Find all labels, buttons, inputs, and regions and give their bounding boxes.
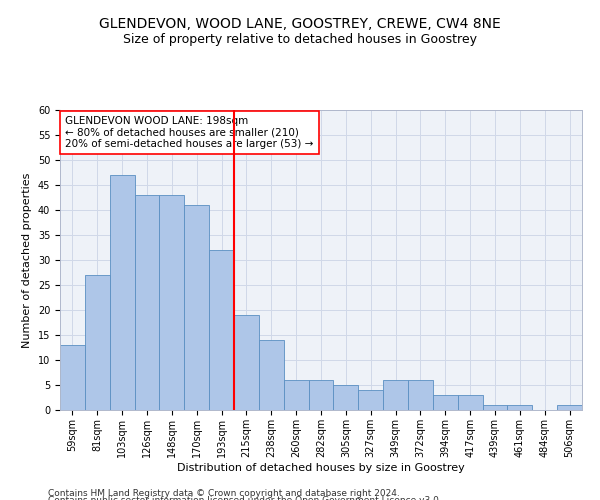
Bar: [433, 395, 458, 410]
Bar: [358, 390, 383, 410]
Text: Size of property relative to detached houses in Goostrey: Size of property relative to detached ho…: [123, 32, 477, 46]
Text: GLENDEVON WOOD LANE: 198sqm
← 80% of detached houses are smaller (210)
20% of se: GLENDEVON WOOD LANE: 198sqm ← 80% of det…: [65, 116, 314, 149]
Bar: [110, 175, 134, 410]
Text: Contains public sector information licensed under the Open Government Licence v3: Contains public sector information licen…: [48, 496, 442, 500]
Bar: [209, 250, 234, 410]
Bar: [60, 345, 85, 410]
Bar: [85, 275, 110, 410]
Bar: [234, 315, 259, 410]
Bar: [184, 205, 209, 410]
Bar: [134, 195, 160, 410]
Bar: [334, 385, 358, 410]
Bar: [259, 340, 284, 410]
Bar: [557, 405, 582, 410]
Bar: [482, 405, 508, 410]
Y-axis label: Number of detached properties: Number of detached properties: [22, 172, 32, 348]
Text: Contains HM Land Registry data © Crown copyright and database right 2024.: Contains HM Land Registry data © Crown c…: [48, 488, 400, 498]
Bar: [308, 380, 334, 410]
X-axis label: Distribution of detached houses by size in Goostrey: Distribution of detached houses by size …: [177, 462, 465, 472]
Bar: [408, 380, 433, 410]
Bar: [458, 395, 482, 410]
Bar: [383, 380, 408, 410]
Bar: [508, 405, 532, 410]
Bar: [160, 195, 184, 410]
Text: GLENDEVON, WOOD LANE, GOOSTREY, CREWE, CW4 8NE: GLENDEVON, WOOD LANE, GOOSTREY, CREWE, C…: [99, 18, 501, 32]
Bar: [284, 380, 308, 410]
